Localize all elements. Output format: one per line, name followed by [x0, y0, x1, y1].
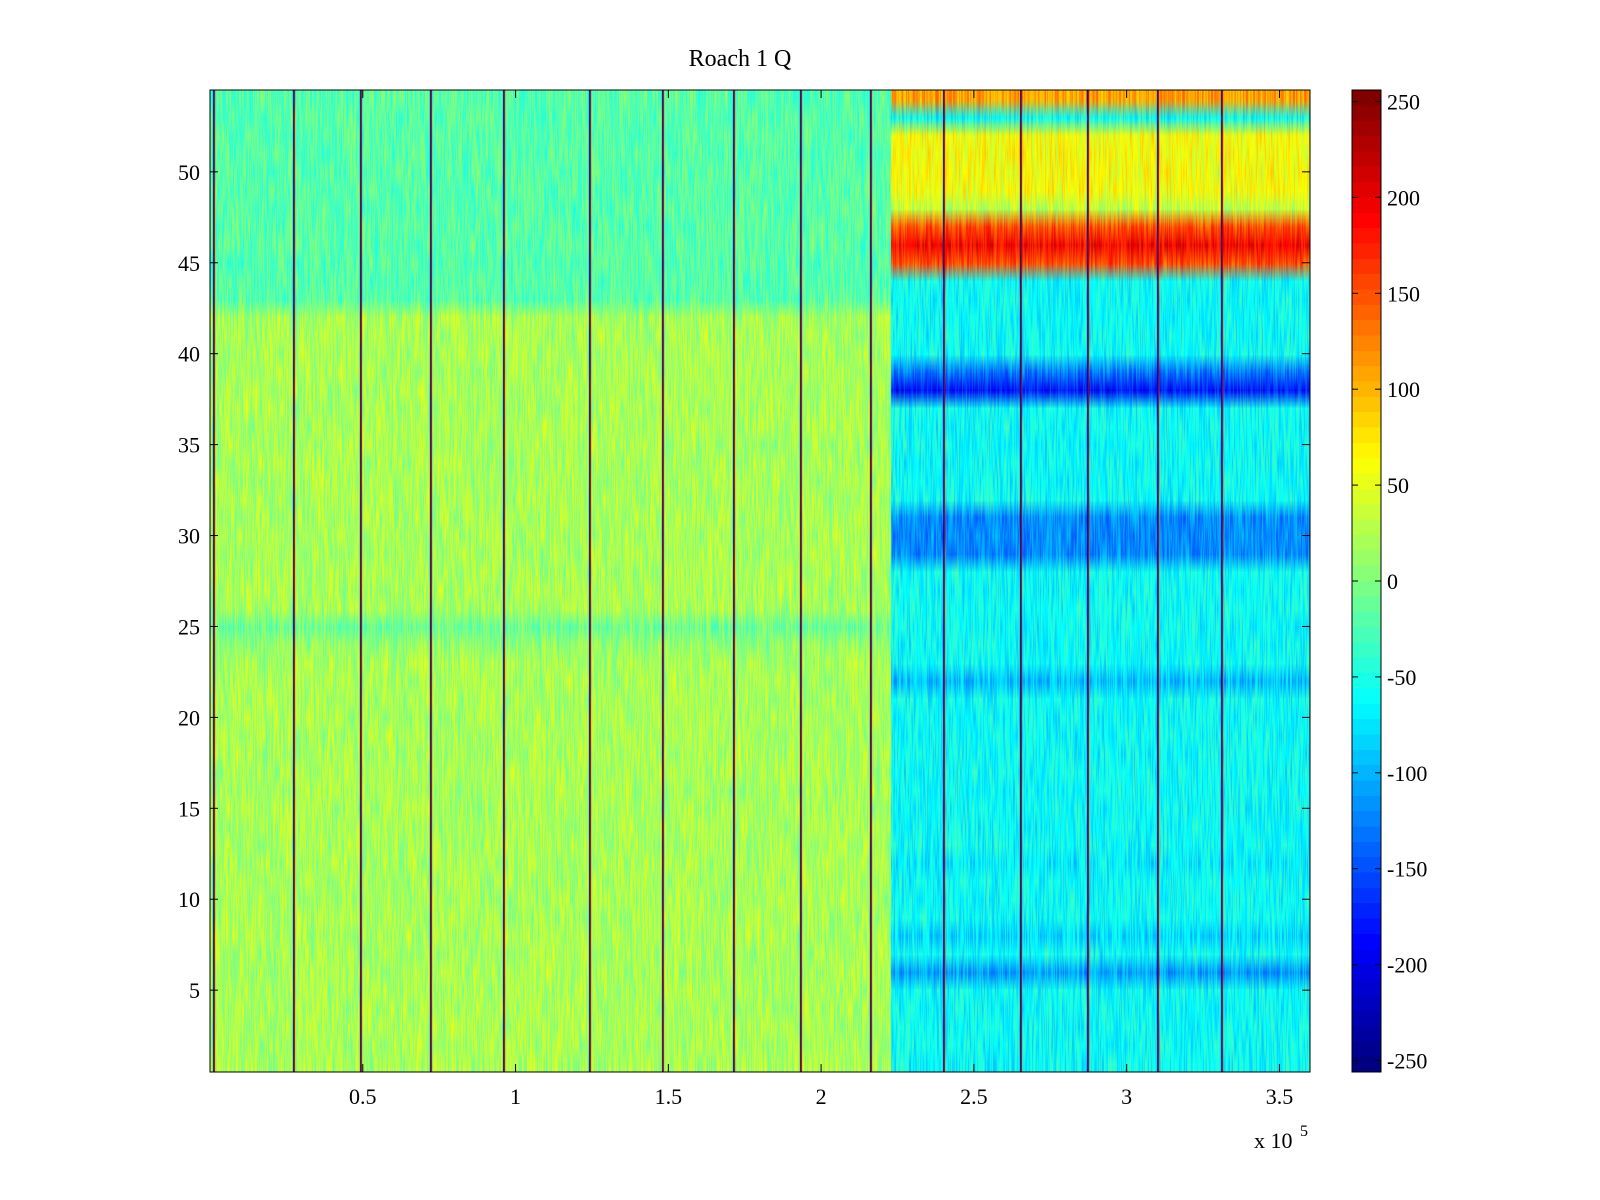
colorbar-tick-label: 200: [1387, 185, 1420, 210]
plot-frame: [209, 89, 1311, 1073]
x-tick-label: 3: [1121, 1084, 1132, 1109]
colorbar-tick-label: -150: [1387, 857, 1427, 882]
x-exponent-label: x 10 5: [1254, 1123, 1308, 1153]
x-tick-label: 2.5: [960, 1084, 988, 1109]
chart-title: Roach 1 Q: [689, 46, 792, 72]
colorbar-tick-label: 50: [1387, 473, 1409, 498]
colorbar-tick-label: -250: [1387, 1048, 1427, 1073]
x-exponent-base: x 10: [1254, 1128, 1293, 1153]
colorbar-tick-label: -50: [1387, 665, 1416, 690]
x-exponent-power: 5: [1300, 1123, 1308, 1140]
y-tick-label: 25: [178, 614, 200, 639]
colorbar-tick-label: 100: [1387, 377, 1420, 402]
heatmap-image: [210, 90, 1310, 1072]
y-tick-label: 5: [189, 978, 200, 1003]
colorbar-tick-label: 150: [1387, 281, 1420, 306]
y-tick-label: 50: [178, 160, 200, 185]
x-tick-label: 3.5: [1266, 1084, 1294, 1109]
y-tick-label: 35: [178, 433, 200, 458]
x-tick-label: 0.5: [349, 1084, 377, 1109]
y-axis-ticks: 5 10 15 20 25 30 35 40 45 50: [178, 160, 1310, 1003]
colorbar-ticks: 250 200 150 100 50 0 -50 -100 -150 -200 -250: [1352, 90, 1427, 1073]
x-tick-label: 1.5: [655, 1084, 683, 1109]
colorbar-tick-label: 250: [1387, 90, 1420, 115]
x-axis-ticks: 0.5 1 1.5 2 2.5 3 3.5: [349, 90, 1293, 1109]
colorbar: 250 200 150 100 50 0 -50 -100 -150 -200 -250: [1351, 89, 1427, 1073]
y-tick-label: 10: [178, 887, 200, 912]
y-tick-label: 20: [178, 705, 200, 730]
y-tick-label: 30: [178, 524, 200, 549]
colorbar-tick-label: -100: [1387, 761, 1427, 786]
plot-area: 0.5 1 1.5 2 2.5 3 3.5 5 10 15 20 25 30 35 40 45 50: [178, 89, 1311, 1109]
y-tick-label: 40: [178, 342, 200, 367]
y-tick-label: 15: [178, 796, 200, 821]
x-tick-label: 2: [816, 1084, 827, 1109]
y-tick-label: 45: [178, 251, 200, 276]
colorbar-tick-label: -200: [1387, 953, 1427, 978]
colorbar-tick-label: 0: [1387, 569, 1398, 594]
x-tick-label: 1: [510, 1084, 521, 1109]
